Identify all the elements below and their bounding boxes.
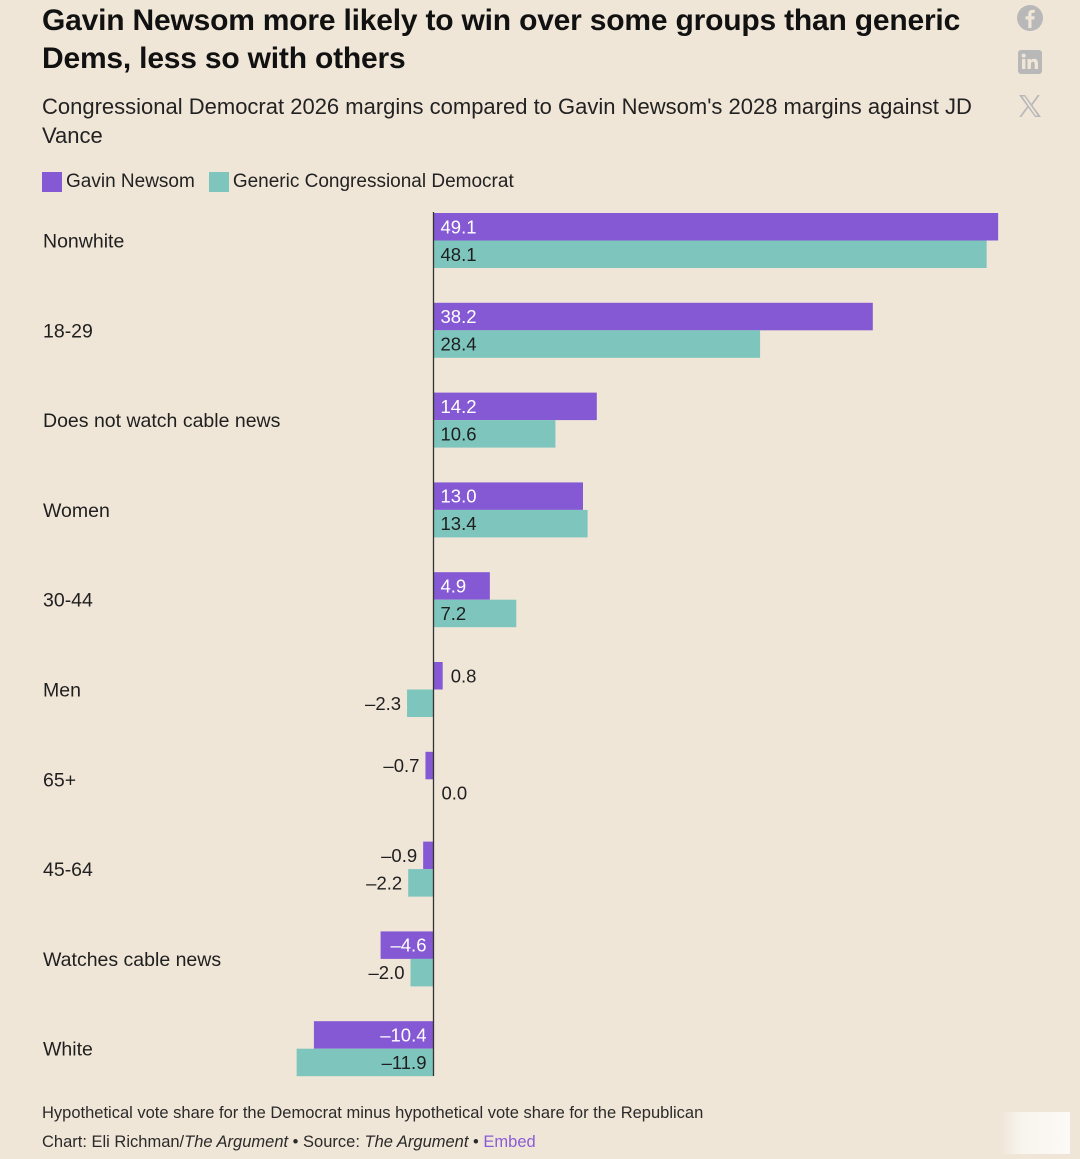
facebook-share-button[interactable] [1014,2,1046,34]
bar-newsom[interactable] [380,931,434,959]
value-label-newsom: –0.9 [381,845,417,866]
bar-generic[interactable] [433,330,761,358]
category-label: Men [43,680,81,702]
bar-newsom[interactable] [433,482,584,510]
value-label-newsom: 4.9 [441,575,467,596]
legend-label-newsom: Gavin Newsom [66,171,195,192]
category-label: Women [43,500,110,522]
legend-swatch-newsom [42,172,62,192]
value-label-generic: 10.6 [441,423,477,444]
bar-newsom[interactable] [423,841,434,870]
bar-newsom[interactable] [313,1021,434,1049]
category-label: Does not watch cable news [43,410,281,432]
embed-link[interactable]: Embed [483,1133,536,1151]
category-label: Watches cable news [43,949,221,971]
bar-generic[interactable] [410,958,434,987]
bar-generic[interactable] [407,689,434,718]
value-label-generic: –2.3 [365,693,401,714]
credit-separator: • [468,1133,484,1151]
category-label: 65+ [43,769,76,791]
category-label: 45-64 [43,859,93,881]
chart-legend: Gavin Newsom Generic Congressional Democ… [42,170,528,194]
linkedin-icon [1018,50,1042,74]
value-label-newsom: 49.1 [441,216,477,237]
bar-generic[interactable] [433,240,987,269]
linkedin-share-button[interactable] [1014,46,1046,78]
bar-newsom[interactable] [433,213,999,241]
chart-footnote: Hypothetical vote share for the Democrat… [42,1104,704,1122]
bar-newsom[interactable] [433,392,597,421]
bar-generic[interactable] [296,1048,434,1077]
bar-generic[interactable] [408,869,434,897]
value-label-generic: 0.0 [442,783,468,804]
value-label-generic: 28.4 [441,334,477,355]
category-label: 18-29 [43,320,93,342]
facebook-icon [1017,5,1043,31]
source-prefix: • Source: [288,1133,365,1151]
category-label: Nonwhite [43,231,124,253]
value-label-generic: 48.1 [441,244,477,265]
legend-swatch-generic [208,172,229,192]
value-label-generic: 13.4 [441,513,477,534]
chart-credit: Chart: Eli Richman/The Argument • Source… [42,1133,536,1152]
bar-newsom[interactable] [433,572,490,600]
bar-newsom[interactable] [433,662,443,690]
x-icon [1019,95,1041,117]
chart-subtitle: Congressional Democrat 2026 margins comp… [42,94,972,148]
bar-generic[interactable] [433,420,556,448]
source-publication: The Argument [364,1133,469,1151]
value-label-newsom: –4.6 [390,935,426,956]
bar-generic[interactable] [433,599,517,628]
value-label-newsom: 0.8 [451,665,477,686]
bar-generic[interactable] [433,509,588,538]
value-label-newsom: –0.7 [383,755,419,776]
chart-title: Gavin Newsom more likely to win over som… [42,4,961,75]
bar-newsom[interactable] [433,302,873,331]
value-label-newsom: 14.2 [441,396,477,417]
value-label-newsom: 38.2 [441,306,477,327]
value-label-newsom: 13.0 [441,486,477,507]
bar-chart: Nonwhite 49.1 48.1 18-29 38.2 28.4 Does not wa… [43,212,999,1077]
chart-credit-prefix: Chart: Eli Richman/ [42,1133,185,1151]
legend-item-newsom[interactable]: Gavin Newsom [42,171,195,193]
legend-label-generic: Generic Congressional Democrat [232,171,514,192]
value-label-generic: –11.9 [382,1052,427,1073]
x-share-button[interactable] [1014,90,1046,122]
watermark [1000,1112,1070,1154]
legend-item-generic[interactable]: Generic Congressional Democrat [208,171,514,193]
value-label-generic: 7.2 [441,603,467,624]
bar-newsom[interactable] [425,751,434,780]
value-label-newsom: –10.4 [380,1024,426,1045]
value-label-generic: –2.0 [368,962,404,983]
value-label-generic: –2.2 [366,872,402,893]
chart-credit-publication: The Argument [184,1133,289,1151]
category-label: 30-44 [43,590,93,612]
category-label: White [43,1039,93,1061]
